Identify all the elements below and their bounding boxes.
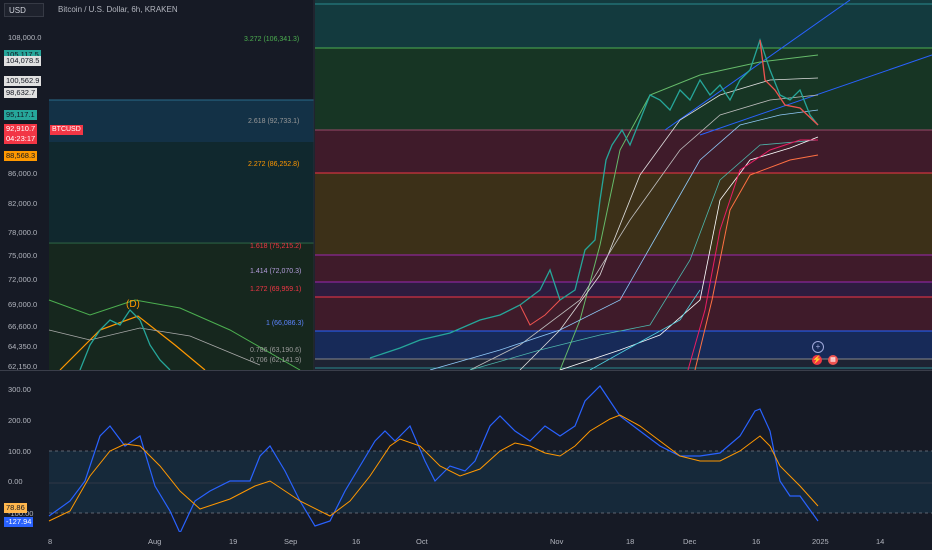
trendline-upper [664, 0, 851, 131]
time-tick: Nov [550, 537, 564, 546]
oscillator-chart-svg[interactable] [0, 371, 932, 533]
time-tick: Dec [683, 537, 697, 546]
time-tick: 8 [48, 537, 53, 546]
osc-fast-tag: -127.94 [4, 517, 34, 527]
price-tick: 78,000.0 [8, 228, 38, 237]
band-mid-white [469, 94, 819, 370]
fib-label-1618: 1.618 (75,215.2) [250, 243, 302, 250]
time-tick: 2025 [812, 537, 829, 546]
fib-zone-1272 [315, 297, 932, 331]
lightning-icon[interactable]: ⚡ [812, 355, 822, 365]
time-tick: Aug [148, 537, 162, 546]
price-tick: 62,150.0 [8, 362, 38, 370]
fib-zone-2272 [315, 173, 932, 255]
fib-label-3272: 3.272 (106,341.3) [244, 36, 300, 43]
time-tick: 16 [352, 537, 361, 546]
fib-label-2618: 2.618 (92,733.1) [248, 118, 300, 125]
time-tick: 18 [626, 537, 635, 546]
time-tick: 19 [229, 537, 238, 546]
osc-slow-line [48, 414, 819, 522]
price-tick: 75,000.0 [8, 251, 38, 260]
time-tick: Oct [416, 537, 428, 546]
price-tick: 82,000.0 [8, 199, 38, 208]
countdown-tag: 04:23:17 [4, 134, 38, 144]
fib-label-0706: 0.706 (62,141.9) [250, 357, 302, 364]
price-tick: 64,350.0 [8, 342, 38, 351]
harmonic-pattern-line [59, 315, 206, 370]
price-tag: 98,632.7 [4, 88, 38, 98]
oscillator-pane[interactable]: 300.00 200.00 100.00 0.00 -100.00 78.86 … [0, 370, 932, 533]
chart-title: Bitcoin / U.S. Dollar, 6h, KRAKEN [58, 5, 178, 14]
price-candles [79, 37, 819, 370]
calendar-icon[interactable]: ▦ [828, 355, 838, 365]
band-lower-teal [469, 139, 819, 370]
fib-zone-2618 [315, 130, 932, 173]
band-mid-blue [429, 109, 819, 370]
time-axis[interactable] [0, 532, 932, 550]
current-price-tag: 92,910.7 [4, 124, 38, 134]
band-upper-white [519, 77, 819, 370]
symbol-badge: BTCUSD [50, 125, 83, 135]
band-lower-pink [687, 139, 818, 370]
fib-label-1: 1 (66,086.3) [266, 320, 304, 327]
osc-band [49, 451, 932, 513]
price-tag: 104,078.5 [4, 56, 42, 66]
osc-tick: -100.00 [8, 509, 34, 518]
price-tag: 105,117.5 [4, 50, 41, 60]
pattern-point-label: (D) [126, 299, 140, 310]
time-tick: Sep [284, 537, 298, 546]
price-tick: 66,600.0 [8, 322, 38, 331]
left-green-zone [49, 243, 314, 370]
fib-label-1272: 1.272 (69,959.1) [250, 286, 302, 293]
price-tick: 86,000.0 [8, 169, 38, 178]
price-tick: 69,000.0 [8, 300, 38, 309]
osc-tick: 0.00 [8, 477, 23, 486]
fib-label-1414: 1.414 (72,070.3) [250, 268, 302, 275]
left-cyan-zone [49, 100, 314, 142]
price-tag: 88,568.3 [4, 151, 38, 161]
plus-icon[interactable]: + [812, 341, 824, 353]
price-chart-svg[interactable] [0, 0, 932, 370]
time-tick: 16 [752, 537, 761, 546]
price-pane[interactable]: USD Bitcoin / U.S. Dollar, 6h, KRAKEN 10… [0, 0, 932, 370]
left-envelope-upper [48, 299, 301, 370]
currency-label[interactable]: USD [4, 3, 44, 17]
fib-label-0786: 0.786 (63,190.6) [250, 347, 302, 354]
fib-zone-0786 [315, 359, 932, 370]
osc-tick: 300.00 [8, 385, 31, 394]
band-lower-orange [694, 154, 819, 370]
fib-zone-1618 [315, 255, 932, 282]
price-tick: 108,000.0 [8, 33, 42, 42]
fib-zone-1 [315, 331, 932, 359]
left-teal-zone [49, 142, 314, 242]
price-tick: 72,000.0 [8, 275, 38, 284]
fib-label-2272: 2.272 (86,252.8) [248, 161, 300, 168]
osc-tick: 200.00 [8, 416, 31, 425]
osc-tick: 100.00 [8, 447, 31, 456]
price-tag: 100,562.9 [4, 76, 42, 86]
osc-slow-tag: 78.86 [4, 503, 27, 513]
fib-zone-3272 [315, 48, 932, 130]
price-tag: 95,117.1 [4, 110, 37, 120]
osc-fast-line [48, 385, 819, 533]
time-tick: 14 [876, 537, 885, 546]
band-upper-green [559, 54, 819, 370]
fib-zone-top [315, 0, 932, 48]
fib-zone-1414 [315, 282, 932, 297]
